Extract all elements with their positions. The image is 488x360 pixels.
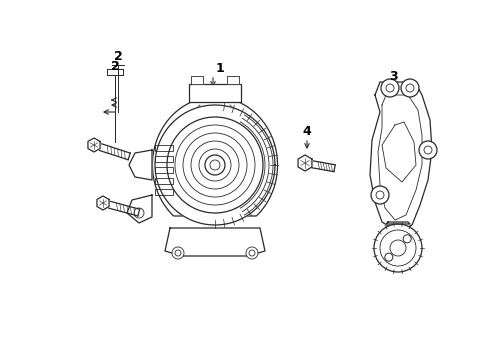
Polygon shape — [155, 105, 274, 225]
Circle shape — [373, 224, 421, 272]
Polygon shape — [127, 195, 152, 223]
Circle shape — [418, 141, 436, 159]
Bar — [155, 156, 173, 162]
Polygon shape — [298, 155, 311, 171]
Text: 1: 1 — [215, 62, 224, 75]
Circle shape — [204, 155, 224, 175]
Circle shape — [245, 247, 258, 259]
Circle shape — [167, 117, 263, 213]
Polygon shape — [385, 222, 409, 224]
Polygon shape — [189, 84, 241, 102]
Bar — [155, 145, 173, 151]
Polygon shape — [152, 97, 277, 216]
Polygon shape — [129, 150, 152, 180]
Circle shape — [134, 208, 143, 218]
Polygon shape — [377, 95, 421, 220]
Circle shape — [403, 235, 410, 243]
Bar — [155, 178, 173, 184]
Polygon shape — [191, 76, 203, 84]
Polygon shape — [226, 76, 239, 84]
Polygon shape — [381, 122, 415, 182]
Polygon shape — [369, 82, 431, 232]
Bar — [155, 167, 173, 173]
Text: 2: 2 — [113, 50, 122, 63]
Polygon shape — [164, 228, 264, 256]
Circle shape — [380, 79, 398, 97]
Text: 2: 2 — [110, 60, 119, 73]
Circle shape — [370, 186, 388, 204]
Text: 4: 4 — [302, 126, 311, 139]
Circle shape — [172, 247, 183, 259]
Polygon shape — [88, 138, 100, 152]
Bar — [155, 189, 173, 195]
Circle shape — [384, 253, 392, 261]
Text: 3: 3 — [388, 69, 397, 82]
Circle shape — [400, 79, 418, 97]
Polygon shape — [97, 196, 109, 210]
